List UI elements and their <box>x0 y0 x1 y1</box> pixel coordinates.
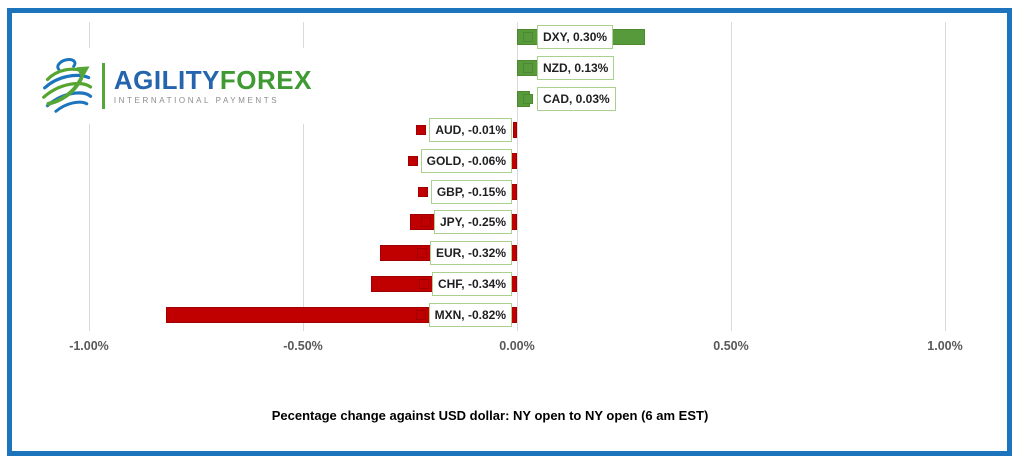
logo-divider <box>102 63 105 109</box>
chart-title: Pecentage change against USD dollar: NY … <box>271 408 709 423</box>
bar-label-cad: CAD, 0.03% <box>523 86 616 111</box>
logo-brand-primary: AGILITY <box>113 65 220 95</box>
logo-brand-secondary: FOREX <box>219 65 312 95</box>
x-tick-label: -0.50% <box>283 339 323 353</box>
legend-key-aud <box>416 124 427 135</box>
legend-key-chf <box>418 279 429 290</box>
arrow-head <box>76 66 90 80</box>
bar-label-aud: AUD, -0.01% <box>416 117 512 142</box>
legend-key-gold <box>407 155 418 166</box>
bar-label-chf: CHF, -0.34% <box>418 272 512 297</box>
x-tick-label: 0.50% <box>713 339 749 353</box>
legend-key-dxy <box>523 32 533 42</box>
x-tick-label: 1.00% <box>927 339 963 353</box>
bar-label-mxn: MXN, -0.82% <box>415 303 512 328</box>
logo-wordmark: AGILITYFOREX <box>114 67 312 93</box>
legend-key-gbp <box>417 186 428 197</box>
bar-aud <box>512 121 517 138</box>
gridline--1.00% <box>89 22 90 331</box>
bar-label-gold: GOLD, -0.06% <box>407 148 512 173</box>
legend-key-nzd <box>523 62 533 73</box>
bar-label-nzd: NZD, 0.13% <box>523 55 615 80</box>
legend-key-cad <box>523 93 533 104</box>
gridline-1.00% <box>945 22 946 331</box>
agilityforex-logo: AGILITYFOREX INTERNATIONAL PAYMENTS <box>40 48 312 124</box>
bar-label-gbp: GBP, -0.15% <box>417 179 512 204</box>
bar-label-dxy: DXY, 0.30% <box>523 25 614 49</box>
logo-tagline: INTERNATIONAL PAYMENTS <box>113 96 280 105</box>
gridline--0.50% <box>303 22 304 331</box>
globe-arrow-icon <box>42 58 93 113</box>
logo-text-block: AGILITYFOREX INTERNATIONAL PAYMENTS <box>114 67 312 105</box>
bar-label-jpy: JPY, -0.25% <box>420 210 512 235</box>
legend-key-mxn <box>415 310 426 321</box>
legend-key-eur <box>416 248 427 259</box>
gridline-0.00% <box>517 22 518 331</box>
x-tick-label: -1.00% <box>69 339 109 353</box>
legend-key-jpy <box>420 217 431 228</box>
gridline-0.50% <box>731 22 732 331</box>
x-tick-label: 0.00% <box>499 339 535 353</box>
bar-label-eur: EUR, -0.32% <box>416 241 512 266</box>
